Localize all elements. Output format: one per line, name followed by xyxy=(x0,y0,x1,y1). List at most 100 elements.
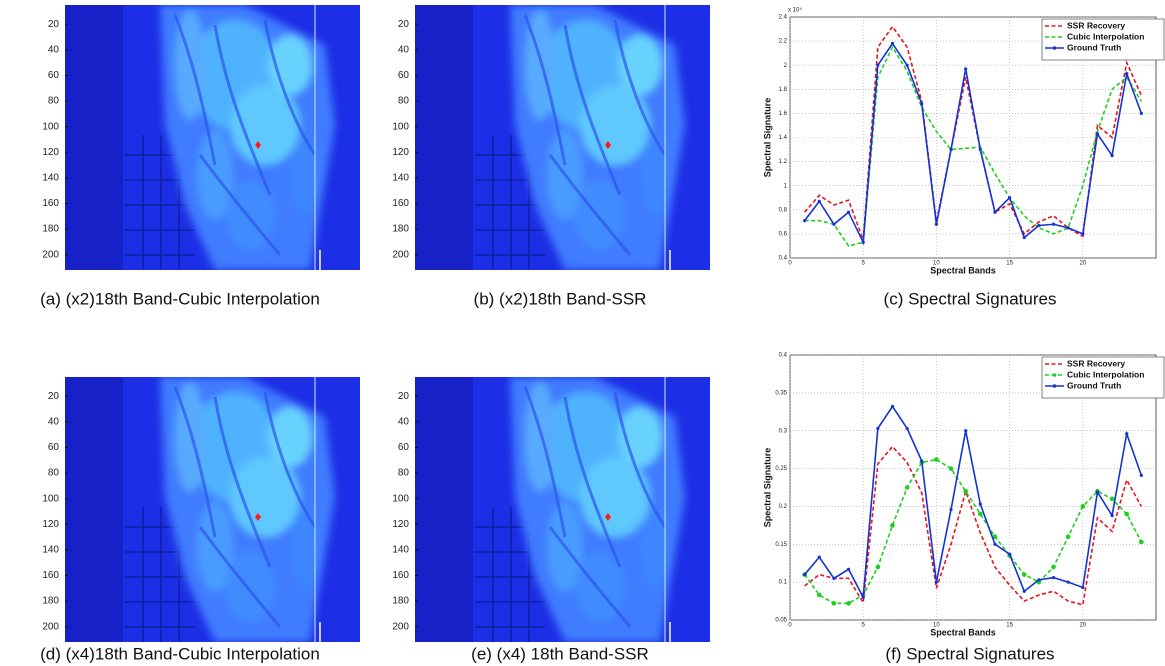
x-tick-label: 20 xyxy=(1079,261,1086,267)
y-tick-label: 0.3 xyxy=(779,428,788,434)
point xyxy=(816,592,822,598)
point xyxy=(861,240,865,244)
y-tick-label: 0.2 xyxy=(779,504,788,510)
x-tick-label: 20 xyxy=(1079,623,1086,629)
point xyxy=(1008,552,1012,556)
legend-label: Ground Truth xyxy=(1067,42,1121,52)
y-tick-label: 80 xyxy=(398,96,410,107)
hyperspectral-band-image xyxy=(65,5,360,270)
x-tick-label: 15 xyxy=(1006,623,1013,629)
point xyxy=(934,457,939,462)
y-tick-label: 60 xyxy=(48,442,60,453)
y-tick-label: 100 xyxy=(42,121,59,132)
y-tick-label: 120 xyxy=(392,147,409,158)
y-tick-label: 160 xyxy=(42,570,59,581)
point xyxy=(890,41,895,46)
point xyxy=(831,601,837,606)
y-tick-label: 60 xyxy=(398,70,410,81)
point xyxy=(1080,504,1086,509)
y-tick-label: 1.2 xyxy=(779,159,788,165)
y-tick-label: 0.4 xyxy=(779,353,788,359)
point xyxy=(964,67,968,71)
point xyxy=(876,63,880,67)
y-tick-label: 1.6 xyxy=(779,111,788,117)
point xyxy=(905,63,909,67)
point xyxy=(1109,496,1115,502)
point xyxy=(846,601,851,606)
plot-area xyxy=(789,354,1157,621)
point xyxy=(1051,222,1056,226)
caption: (b) (x2)18th Band-SSR xyxy=(474,289,647,308)
point xyxy=(978,511,983,517)
y-tick-label: 40 xyxy=(398,44,410,55)
y-tick-label: 120 xyxy=(392,519,409,530)
y-tick-label: 2.2 xyxy=(779,39,788,45)
point xyxy=(1125,432,1129,436)
point xyxy=(1037,578,1041,582)
y-tick-label: 1.4 xyxy=(779,135,788,141)
y-tick-label: 200 xyxy=(42,621,59,632)
y-tick-label: 1 xyxy=(784,183,788,189)
point xyxy=(832,222,836,226)
y-tick-label: 160 xyxy=(42,198,59,209)
y-tick-label: 0.05 xyxy=(775,618,787,624)
point xyxy=(1139,473,1143,477)
x-tick-label: 10 xyxy=(933,261,940,267)
point xyxy=(992,534,998,540)
y-tick-label: 40 xyxy=(48,44,60,55)
point xyxy=(1110,153,1114,158)
x-tick-label: 0 xyxy=(788,261,792,267)
y-tick-label: 180 xyxy=(42,224,59,235)
point xyxy=(949,507,953,512)
y-tick-label: 200 xyxy=(392,621,409,632)
point xyxy=(1139,111,1143,115)
legend-swatch-marker xyxy=(1052,373,1057,377)
point xyxy=(1066,580,1070,584)
y-tick-label: 40 xyxy=(398,416,410,427)
y-tick-label: 160 xyxy=(392,198,409,209)
x-tick-label: 5 xyxy=(862,623,866,629)
y-tick-label: 2 xyxy=(784,63,788,69)
point xyxy=(1051,564,1056,570)
point xyxy=(890,404,895,409)
y-axis-label: Spectral Signature xyxy=(762,448,772,528)
y-tick-label: 160 xyxy=(392,570,409,581)
point xyxy=(876,426,880,431)
caption: (e) (x4) 18th Band-SSR xyxy=(471,644,649,663)
point xyxy=(904,485,910,490)
point xyxy=(1124,511,1130,517)
y-tick-label: 0.4 xyxy=(779,256,788,262)
point xyxy=(817,555,821,559)
y-tick-label: 60 xyxy=(398,442,410,453)
point xyxy=(949,147,953,152)
point xyxy=(905,426,909,431)
point xyxy=(920,102,924,106)
y-tick-label: 20 xyxy=(398,391,410,402)
legend-box xyxy=(1041,356,1165,399)
y-tick-label: 120 xyxy=(42,519,59,530)
point xyxy=(846,210,851,214)
point xyxy=(846,567,851,571)
point xyxy=(1065,534,1071,540)
point xyxy=(948,466,954,471)
y-tick-label: 1.8 xyxy=(779,87,788,93)
legend-swatch-marker xyxy=(1052,46,1057,50)
caption: (a) (x2)18th Band-Cubic Interpolation xyxy=(40,289,320,308)
y-tick-label: 20 xyxy=(48,19,60,30)
x-tick-label: 5 xyxy=(862,261,866,267)
y-tick-label: 60 xyxy=(48,70,60,81)
point xyxy=(934,222,939,226)
point xyxy=(861,595,865,599)
point xyxy=(1022,589,1026,593)
series-line xyxy=(804,405,1143,601)
legend-box xyxy=(1041,18,1165,61)
point xyxy=(1125,72,1129,76)
point xyxy=(803,572,807,577)
y-tick-label: 0.8 xyxy=(779,207,788,213)
y-tick-label: 80 xyxy=(48,96,60,107)
x-tick-label: 0 xyxy=(788,623,792,629)
y-axis-label: Spectral Signature xyxy=(762,98,772,178)
point xyxy=(1066,226,1070,230)
hyperspectral-band-image xyxy=(415,5,710,270)
